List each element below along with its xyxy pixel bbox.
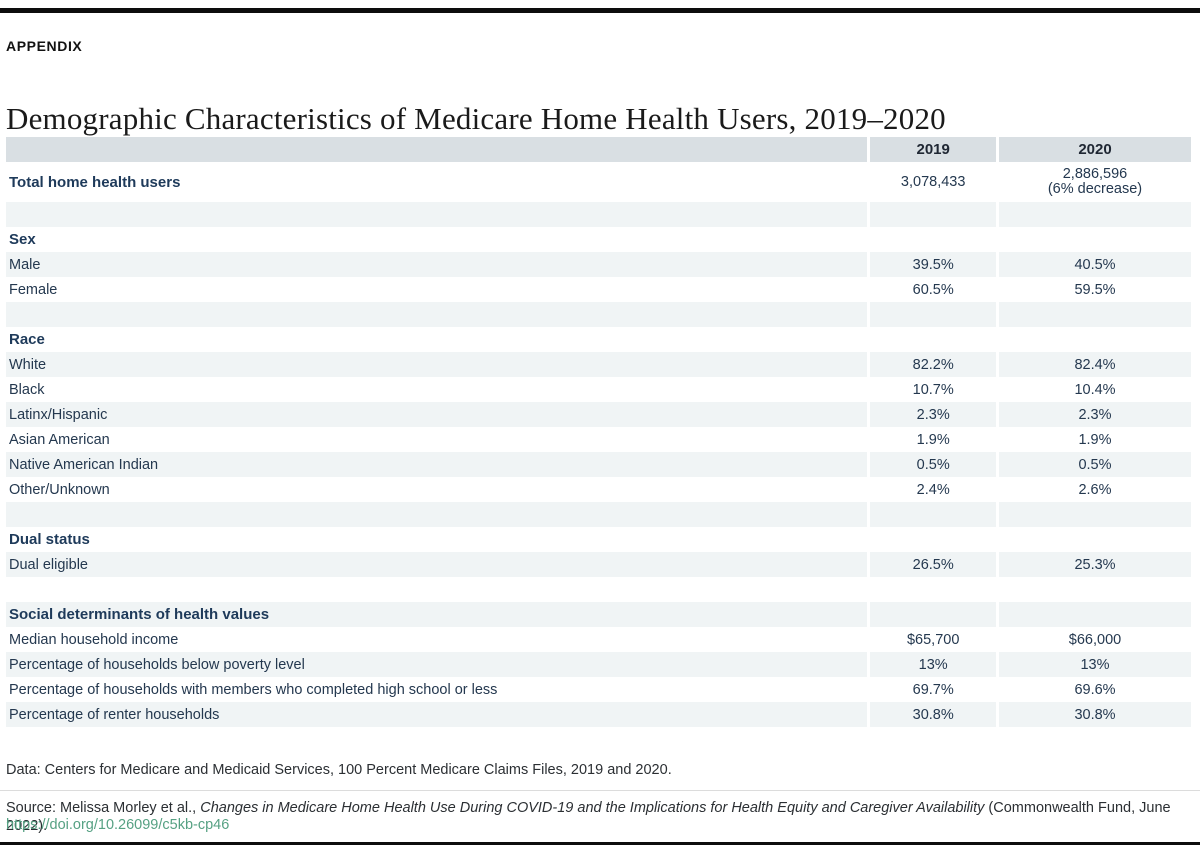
row-label: Black bbox=[6, 377, 868, 402]
table-row: Asian American 1.9% 1.9% bbox=[6, 427, 1191, 452]
demographics-table: 2019 2020 Total home health users 3,078,… bbox=[6, 137, 1194, 727]
spacer-row bbox=[6, 577, 1191, 602]
value-2020: 59.5% bbox=[999, 277, 1191, 302]
row-label: Median household income bbox=[6, 627, 868, 652]
bottom-rule bbox=[0, 842, 1200, 845]
value-2019: 3,078,433 bbox=[870, 162, 996, 202]
table-row: White 82.2% 82.4% bbox=[6, 352, 1191, 377]
section-row-sex: Sex bbox=[6, 227, 1191, 252]
row-label: Male bbox=[6, 252, 868, 277]
footer-divider bbox=[0, 790, 1200, 791]
row-label: Percentage of households below poverty l… bbox=[6, 652, 868, 677]
table-row: Median household income $65,700 $66,000 bbox=[6, 627, 1191, 652]
source-note: Source: Melissa Morley et al., Changes i… bbox=[6, 799, 1194, 835]
row-label: Percentage of households with members wh… bbox=[6, 677, 868, 702]
value-2019: $65,700 bbox=[870, 627, 996, 652]
spacer-row bbox=[6, 502, 1191, 527]
doi-link[interactable]: https://doi.org/10.26099/c5kb-cp46 bbox=[6, 817, 230, 833]
value-2019: 26.5% bbox=[870, 552, 996, 577]
value-2020: 40.5% bbox=[999, 252, 1191, 277]
table-row: Native American Indian 0.5% 0.5% bbox=[6, 452, 1191, 477]
value-2019: 60.5% bbox=[870, 277, 996, 302]
table-row: Black 10.7% 10.4% bbox=[6, 377, 1191, 402]
spacer-row bbox=[6, 202, 1191, 227]
table-row: Male 39.5% 40.5% bbox=[6, 252, 1191, 277]
section-row-social-determinants: Social determinants of health values bbox=[6, 602, 1191, 627]
section-label: Social determinants of health values bbox=[6, 602, 868, 627]
value-2019: 82.2% bbox=[870, 352, 996, 377]
value-2020: 25.3% bbox=[999, 552, 1191, 577]
value-2019: 2.3% bbox=[870, 402, 996, 427]
value-2019: 39.5% bbox=[870, 252, 996, 277]
header-2019: 2019 bbox=[870, 137, 996, 162]
value-2020: 10.4% bbox=[999, 377, 1191, 402]
value-2020: 2,886,596 (6% decrease) bbox=[999, 162, 1191, 202]
header-2020: 2020 bbox=[999, 137, 1191, 162]
row-label: White bbox=[6, 352, 868, 377]
value-2020: 0.5% bbox=[999, 452, 1191, 477]
value-2020: 1.9% bbox=[999, 427, 1191, 452]
table-row: Dual eligible 26.5% 25.3% bbox=[6, 552, 1191, 577]
header-label-cell bbox=[6, 137, 868, 162]
value-2020: 2.3% bbox=[999, 402, 1191, 427]
row-label: Native American Indian bbox=[6, 452, 868, 477]
row-label: Percentage of renter households bbox=[6, 702, 868, 727]
section-row-dual-status: Dual status bbox=[6, 527, 1191, 552]
value-2019: 30.8% bbox=[870, 702, 996, 727]
table-row-total: Total home health users 3,078,433 2,886,… bbox=[6, 162, 1191, 202]
value-2019: 13% bbox=[870, 652, 996, 677]
value-2020: 13% bbox=[999, 652, 1191, 677]
section-label: Dual status bbox=[6, 527, 868, 552]
table-row: Female 60.5% 59.5% bbox=[6, 277, 1191, 302]
source-suffix: (Commonwealth Fund, June 2022). bbox=[6, 800, 1171, 834]
table-row: Latinx/Hispanic 2.3% 2.3% bbox=[6, 402, 1191, 427]
value-2020: $66,000 bbox=[999, 627, 1191, 652]
value-2020: 69.6% bbox=[999, 677, 1191, 702]
section-row-race: Race bbox=[6, 327, 1191, 352]
table-row: Other/Unknown 2.4% 2.6% bbox=[6, 477, 1191, 502]
appendix-label: APPENDIX bbox=[6, 38, 83, 54]
value-2019: 2.4% bbox=[870, 477, 996, 502]
data-note: Data: Centers for Medicare and Medicaid … bbox=[6, 762, 672, 778]
table-row: Percentage of households below poverty l… bbox=[6, 652, 1191, 677]
value-2020: 2.6% bbox=[999, 477, 1191, 502]
value-2020-number: 2,886,596 bbox=[1062, 165, 1128, 182]
value-2019: 10.7% bbox=[870, 377, 996, 402]
value-2019: 69.7% bbox=[870, 677, 996, 702]
section-label: Race bbox=[6, 327, 868, 352]
value-2020: 30.8% bbox=[999, 702, 1191, 727]
table-header-row: 2019 2020 bbox=[6, 137, 1191, 162]
row-label: Latinx/Hispanic bbox=[6, 402, 868, 427]
value-2019: 0.5% bbox=[870, 452, 996, 477]
row-label: Female bbox=[6, 277, 868, 302]
page-title: Demographic Characteristics of Medicare … bbox=[6, 100, 946, 136]
value-2020: 82.4% bbox=[999, 352, 1191, 377]
value-2020-note: (6% decrease) bbox=[1047, 181, 1143, 197]
source-prefix: Source: Melissa Morley et al., bbox=[6, 800, 201, 816]
table-row: Percentage of renter households 30.8% 30… bbox=[6, 702, 1191, 727]
source-title-italic: Changes in Medicare Home Health Use Duri… bbox=[200, 800, 985, 816]
row-label: Dual eligible bbox=[6, 552, 868, 577]
row-label: Asian American bbox=[6, 427, 868, 452]
top-rule bbox=[0, 8, 1200, 13]
section-label: Sex bbox=[6, 227, 868, 252]
row-label: Other/Unknown bbox=[6, 477, 868, 502]
row-label: Total home health users bbox=[6, 162, 868, 202]
value-2019: 1.9% bbox=[870, 427, 996, 452]
table-row: Percentage of households with members wh… bbox=[6, 677, 1191, 702]
spacer-row bbox=[6, 302, 1191, 327]
